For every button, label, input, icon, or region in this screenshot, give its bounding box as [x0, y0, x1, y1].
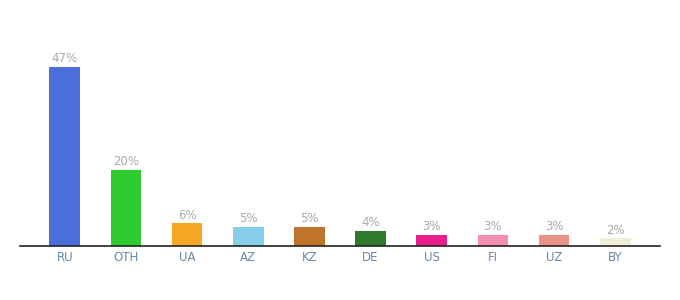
Bar	[294, 227, 325, 246]
Text: 6%: 6%	[177, 208, 197, 222]
Bar	[600, 238, 630, 246]
Bar	[233, 227, 264, 246]
Text: 3%: 3%	[422, 220, 441, 233]
Text: 20%: 20%	[113, 155, 139, 168]
Text: 4%: 4%	[361, 216, 380, 229]
Bar	[539, 235, 569, 246]
Bar	[355, 231, 386, 246]
Bar	[416, 235, 447, 246]
Text: 2%: 2%	[606, 224, 624, 237]
Text: 5%: 5%	[300, 212, 319, 225]
Bar	[172, 223, 203, 246]
Text: 47%: 47%	[52, 52, 78, 65]
Text: 3%: 3%	[483, 220, 502, 233]
Text: 5%: 5%	[239, 212, 258, 225]
Text: 3%: 3%	[545, 220, 563, 233]
Bar	[111, 169, 141, 246]
Bar	[50, 67, 80, 246]
Bar	[477, 235, 508, 246]
